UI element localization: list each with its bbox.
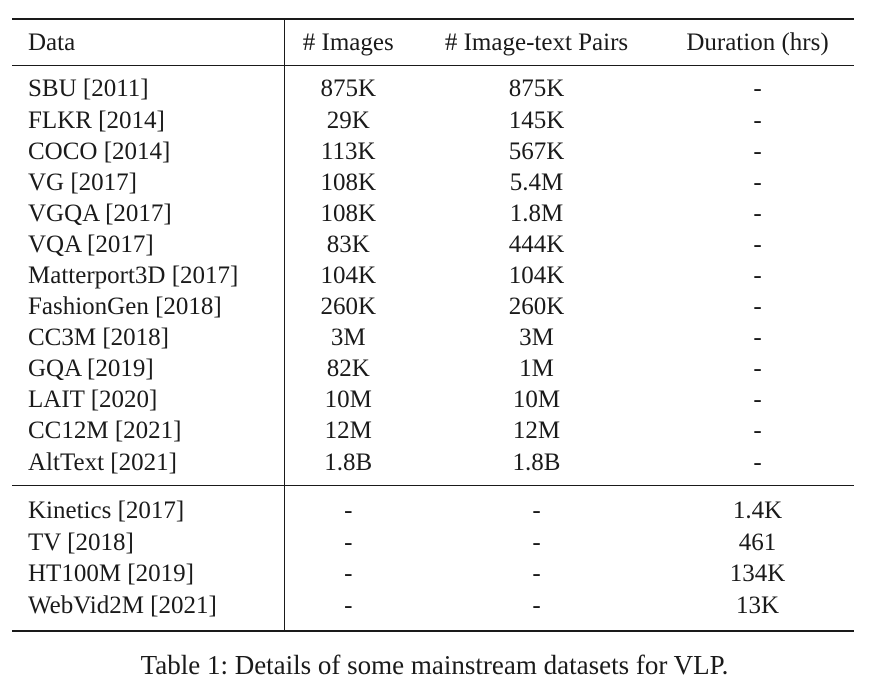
table-row: WebVid2M [2021] - -13K	[12, 589, 854, 632]
images-count-cell: 260K	[320, 293, 377, 320]
duration-cell: 1.4K	[661, 485, 854, 527]
images-count-cell: 29K	[326, 107, 370, 134]
table-row: CC12M [2021] 12M 12M -	[12, 415, 854, 446]
dataset-name-cell: HT100M [2019]	[12, 558, 285, 589]
pairs-count-cell: 3M	[519, 324, 554, 351]
table-row: CC3M [2018] 3M 3M -	[12, 322, 854, 353]
pairs-count-cell: 104K	[508, 262, 565, 289]
duration-cell: -	[753, 293, 762, 320]
duration-cell: -	[753, 138, 762, 165]
pairs-count-cell: -	[412, 485, 661, 527]
dataset-name-cell: FashionGen [2018]	[12, 291, 285, 322]
images-count-cell: -	[284, 589, 412, 632]
duration-cell: -	[753, 355, 762, 382]
table-row: Matterport3D [2017] 104K 104K -	[12, 260, 854, 291]
datasets-table: Data # Images # Image-text Pairs Duratio…	[12, 18, 854, 632]
pairs-count-cell: 12M	[512, 417, 561, 444]
images-count-cell: 104K	[320, 262, 377, 289]
dataset-name-cell: COCO [2014]	[12, 136, 285, 167]
header-duration: Duration (hrs)	[661, 18, 854, 66]
dataset-name-cell: VQA [2017]	[12, 229, 285, 260]
table-row: FLKR [2014] 29K 145K -	[12, 105, 854, 136]
duration-cell: -	[753, 386, 762, 413]
images-count-cell: 3M	[330, 324, 366, 351]
dataset-name-cell: AltText [2021]	[12, 446, 285, 486]
table-row: VGQA [2017] 108K 1.8M -	[12, 198, 854, 229]
dataset-name-cell: Matterport3D [2017]	[12, 260, 285, 291]
duration-cell: 13K	[661, 589, 854, 632]
duration-cell: -	[753, 169, 762, 196]
duration-cell: 461	[738, 529, 777, 556]
pairs-count-cell: -	[532, 560, 541, 587]
images-count-cell: -	[344, 529, 353, 556]
table-row: Kinetics [2017] - -1.4K	[12, 485, 854, 527]
images-count-cell: 108K	[320, 169, 377, 196]
table-caption: Table 1: Details of some mainstream data…	[140, 650, 729, 680]
image-datasets-group: SBU [2011] 875K 875K - FLKR [2014] 29K 145K - CO…	[12, 65, 854, 486]
images-count-cell: -	[284, 485, 412, 527]
dataset-name-cell: SBU [2011]	[12, 65, 285, 105]
duration-cell: -	[753, 417, 762, 444]
header-pairs: # Image-text Pairs	[412, 18, 661, 66]
pairs-count-cell: 1.8B	[512, 449, 561, 476]
table-row: AltText [2021] 1.8B 1.8B -	[12, 446, 854, 486]
header-data: Data	[12, 18, 285, 66]
duration-cell: -	[753, 262, 762, 289]
pairs-count-cell: -	[532, 529, 541, 556]
dataset-name-cell: Kinetics [2017]	[12, 485, 285, 527]
duration-cell: -	[753, 324, 762, 351]
images-count-cell: -	[344, 560, 353, 587]
dataset-name-cell: VG [2017]	[12, 167, 285, 198]
table-row: HT100M [2019] - - 134K	[12, 558, 854, 589]
pairs-count-cell: 1.8M	[509, 200, 564, 227]
pairs-count-cell: 145K	[508, 107, 565, 134]
dataset-name-cell: CC3M [2018]	[12, 322, 285, 353]
pairs-count-cell: 1M	[519, 355, 554, 382]
table-row: GQA [2019] 82K 1M -	[12, 353, 854, 384]
video-datasets-group: Kinetics [2017] - -1.4K TV [2018] - -461 HT100…	[12, 485, 854, 632]
duration-cell: -	[753, 107, 762, 134]
table-row: LAIT [2020] 10M 10M -	[12, 384, 854, 415]
duration-cell: 134K	[729, 560, 786, 587]
dataset-name-cell: WebVid2M [2021]	[12, 589, 285, 632]
pairs-count-cell: 444K	[508, 231, 565, 258]
images-count-cell: 113K	[320, 138, 376, 165]
table-row: FashionGen [2018] 260K 260K -	[12, 291, 854, 322]
pairs-count-cell: 10M	[512, 386, 561, 413]
duration-cell: -	[753, 75, 762, 102]
table-row: VQA [2017] 83K 444K -	[12, 229, 854, 260]
images-count-cell: 83K	[326, 231, 370, 258]
pairs-count-cell: 5.4M	[509, 169, 564, 196]
dataset-name-cell: LAIT [2020]	[12, 384, 285, 415]
dataset-name-cell: CC12M [2021]	[12, 415, 285, 446]
images-count-cell: 875K	[320, 75, 377, 102]
pairs-count-cell: 875K	[508, 75, 565, 102]
dataset-name-cell: TV [2018]	[12, 527, 285, 558]
duration-cell: -	[753, 449, 762, 476]
images-count-cell: 1.8B	[324, 449, 373, 476]
table-row: SBU [2011] 875K 875K -	[12, 65, 854, 105]
datasets-table-container: Data # Images # Image-text Pairs Duratio…	[12, 18, 854, 632]
pairs-count-cell: 260K	[508, 293, 565, 320]
table-row: TV [2018] - - 461	[12, 527, 854, 558]
dataset-name-cell: FLKR [2014]	[12, 105, 285, 136]
dataset-name-cell: VGQA [2017]	[12, 198, 285, 229]
pairs-count-cell: 567K	[508, 138, 565, 165]
header-row: Data # Images # Image-text Pairs Duratio…	[12, 18, 854, 66]
header-images: # Images	[284, 18, 412, 66]
images-count-cell: 108K	[320, 200, 377, 227]
duration-cell: -	[753, 200, 762, 227]
table-row: COCO [2014] 113K 567K -	[12, 136, 854, 167]
duration-cell: -	[753, 231, 762, 258]
images-count-cell: 82K	[326, 355, 370, 382]
images-count-cell: 10M	[324, 386, 372, 413]
table-row: VG [2017] 108K 5.4M -	[12, 167, 854, 198]
pairs-count-cell: -	[412, 589, 661, 632]
dataset-name-cell: GQA [2019]	[12, 353, 285, 384]
images-count-cell: 12M	[324, 417, 372, 444]
table-header: Data # Images # Image-text Pairs Duratio…	[12, 18, 854, 66]
